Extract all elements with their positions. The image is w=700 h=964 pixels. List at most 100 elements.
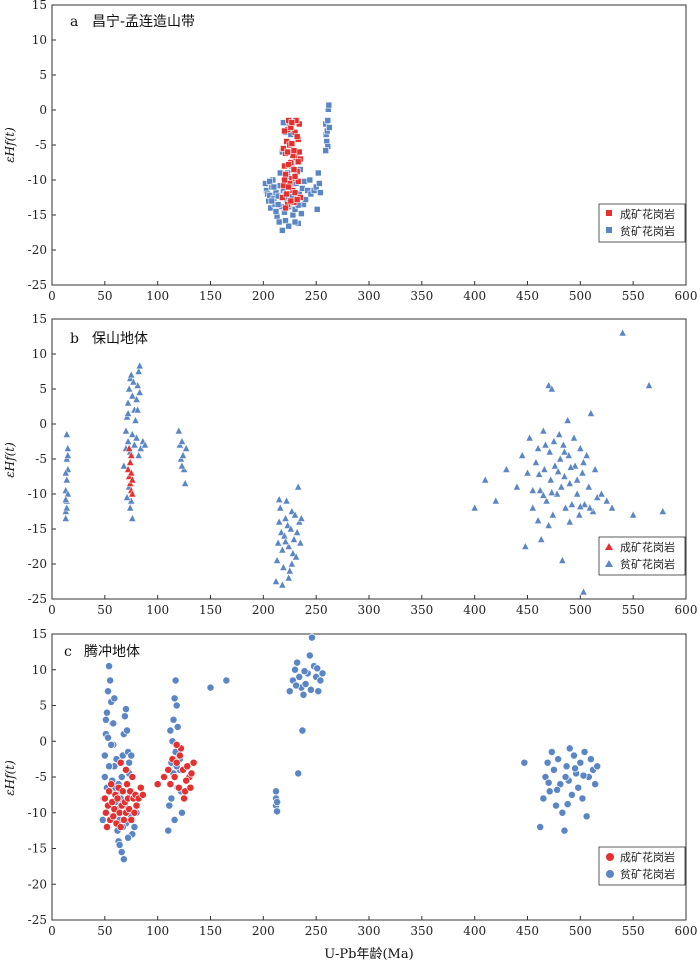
barren-point [556, 454, 565, 463]
panel-b-ylabel: εHf(t) [3, 442, 17, 478]
barren-point [534, 516, 543, 524]
barren-point [578, 794, 587, 803]
barren-point [61, 495, 70, 503]
barren-point [119, 855, 128, 864]
barren-point [567, 499, 576, 508]
y-tick-label: -20 [28, 243, 47, 257]
barren-point [545, 447, 554, 456]
barren-point [287, 506, 296, 515]
barren-point [536, 485, 545, 494]
barren-point [528, 485, 537, 494]
barren-point [591, 464, 600, 473]
barren-point [316, 676, 325, 685]
barren-point [132, 433, 141, 442]
y-tick-label: 10 [32, 663, 47, 677]
ore-point [280, 145, 287, 152]
ore-point [100, 794, 109, 803]
barren-point [562, 762, 571, 771]
x-tick-label: 0 [48, 289, 56, 303]
y-tick-label: -20 [28, 557, 47, 571]
barren-point [544, 380, 553, 389]
ore-point [183, 762, 192, 771]
y-tick-label: 5 [39, 699, 47, 713]
ore-point [127, 468, 136, 477]
ore-point [128, 475, 137, 484]
x-tick-label: 550 [622, 924, 645, 938]
barren-point [291, 218, 299, 226]
barren-point [102, 708, 111, 717]
ore-point [187, 769, 196, 778]
barren-point [170, 694, 179, 703]
barren-point [554, 755, 563, 764]
barren-point [206, 683, 215, 692]
ore-point [287, 197, 295, 205]
barren-point [543, 758, 552, 767]
barren-point [645, 380, 654, 389]
ore-point [175, 751, 184, 760]
barren-point [571, 764, 580, 773]
ore-point [182, 776, 191, 785]
barren-point [553, 785, 562, 794]
panel-b-letter: b [70, 331, 79, 347]
barren-point [539, 426, 548, 435]
ore-point [105, 787, 114, 796]
y-tick-label: -20 [28, 877, 47, 891]
barren-point [547, 488, 556, 496]
barren-point [306, 685, 315, 694]
barren-point [126, 503, 135, 512]
barren-point [275, 495, 284, 503]
ore-point [281, 127, 288, 135]
barren-point [104, 733, 112, 742]
barren-point [130, 823, 139, 832]
x-tick-label: 200 [252, 289, 275, 303]
ore-point [283, 190, 290, 198]
ore-point [174, 783, 183, 792]
barren-point [100, 773, 109, 781]
ore-point [282, 171, 289, 178]
ore-point [126, 457, 135, 466]
barren-point [313, 206, 321, 213]
barren-point [305, 651, 314, 660]
legend-label-ore: 成矿花岗岩 [620, 850, 675, 864]
barren-point [565, 478, 574, 487]
barren-point [283, 520, 292, 529]
barren-point [544, 520, 553, 529]
legend-marker-ore [606, 210, 612, 216]
ore-point [119, 815, 128, 824]
barren-point [582, 450, 591, 459]
barren-point [135, 387, 144, 396]
x-tick-label: 350 [410, 289, 433, 303]
barren-point [273, 798, 282, 806]
x-tick-label: 150 [199, 603, 222, 617]
barren-point [560, 471, 569, 480]
ore-point [288, 140, 296, 147]
barren-point [518, 450, 527, 459]
legend-marker-barren [606, 227, 612, 233]
barren-point [182, 443, 191, 452]
panel-a-ylabel: εHf(t) [3, 127, 17, 163]
barren-point [322, 147, 329, 154]
barren-point [107, 740, 116, 749]
y-tick-label: -10 [28, 487, 47, 501]
ore-point [136, 783, 145, 792]
barren-point [124, 436, 133, 445]
y-tick-label: 15 [32, 0, 47, 12]
barren-point [272, 576, 281, 585]
barren-point [584, 482, 593, 491]
barren-point [291, 665, 299, 674]
x-tick-label: 300 [358, 289, 381, 303]
barren-point [177, 461, 186, 470]
barren-point [282, 496, 291, 505]
ore-point [122, 765, 130, 774]
barren-point [536, 823, 545, 832]
barren-point [285, 222, 292, 230]
barren-point [540, 464, 549, 473]
barren-point [288, 548, 297, 557]
legend-marker-ore [605, 543, 613, 550]
barren-point [491, 496, 500, 505]
ore-point [279, 194, 286, 201]
barren-point [274, 201, 282, 208]
ore-point [130, 808, 139, 817]
barren-point [129, 377, 138, 386]
legend-marker-ore [606, 853, 614, 861]
